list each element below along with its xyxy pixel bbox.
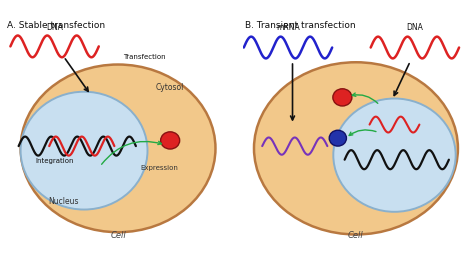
Text: Cell: Cell [110,231,126,240]
Ellipse shape [329,130,346,146]
Text: Transfection: Transfection [123,54,165,60]
Text: Expression: Expression [141,165,179,171]
Text: mRNA: mRNA [276,23,300,32]
Text: Cytosol: Cytosol [156,83,184,92]
Text: DNA: DNA [406,23,423,32]
Text: Integration: Integration [36,158,74,164]
Text: A. Stable transfection: A. Stable transfection [7,21,105,30]
Ellipse shape [20,64,216,232]
Ellipse shape [254,62,458,235]
Ellipse shape [20,92,147,210]
Text: DNA: DNA [46,23,63,32]
Ellipse shape [333,99,456,212]
Text: B. Transient transfection: B. Transient transfection [245,21,356,30]
Text: Cell: Cell [348,231,364,240]
Ellipse shape [333,89,352,106]
Text: Nucleus: Nucleus [48,197,79,206]
Ellipse shape [161,132,180,149]
